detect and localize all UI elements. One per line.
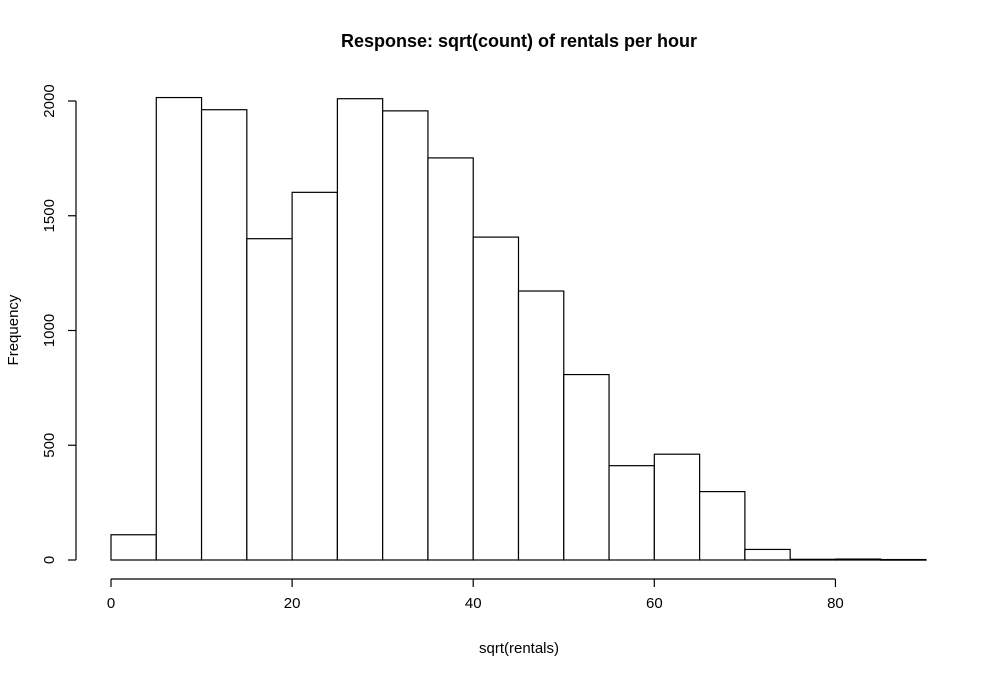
histogram-bar-5-10: [155, 96, 203, 561]
x-tick-label-0: 0: [107, 595, 115, 612]
y-axis-label: Frequency: [5, 294, 22, 365]
x-tick-label-80: 80: [827, 595, 844, 612]
y-axis: 0 500 1000 1500 2000: [41, 84, 77, 564]
histogram-bar-80-85: [834, 558, 882, 561]
x-axis: 0 20 40 60 80: [107, 578, 844, 612]
y-tick-label-1000: 1000: [41, 314, 58, 347]
y-tick-label-500: 500: [41, 433, 58, 458]
y-tick-label-2000: 2000: [41, 84, 58, 117]
histogram-bar-70-75: [744, 548, 791, 561]
y-tick-label-0: 0: [41, 556, 58, 564]
histogram-bar-85-90: [880, 558, 927, 561]
histogram-bar-20-25: [291, 191, 338, 561]
bars-group: [110, 96, 927, 561]
histogram-bar-45-50: [517, 290, 565, 561]
histogram-bar-30-35: [382, 110, 429, 561]
histogram-bar-25-30: [336, 98, 384, 561]
histogram-bar-35-40: [427, 157, 474, 561]
x-tick-label-20: 20: [284, 595, 301, 612]
histogram-bar-60-65: [653, 453, 701, 561]
x-tick-label-40: 40: [465, 595, 482, 612]
histogram-bar-40-45: [472, 236, 520, 561]
y-tick-label-1500: 1500: [41, 199, 58, 232]
histogram-bar-55-60: [608, 465, 655, 561]
histogram-bar-0-5: [110, 534, 157, 561]
histogram-bar-65-70: [699, 491, 746, 561]
histogram-bar-15-20: [246, 238, 293, 561]
histogram-bar-75-80: [789, 558, 837, 561]
x-tick-label-60: 60: [646, 595, 663, 612]
histogram-bar-50-55: [563, 373, 610, 561]
histogram-bar-10-15: [200, 109, 248, 561]
chart-title: Response: sqrt(count) of rentals per hou…: [341, 31, 697, 51]
x-axis-label: sqrt(rentals): [479, 640, 559, 657]
